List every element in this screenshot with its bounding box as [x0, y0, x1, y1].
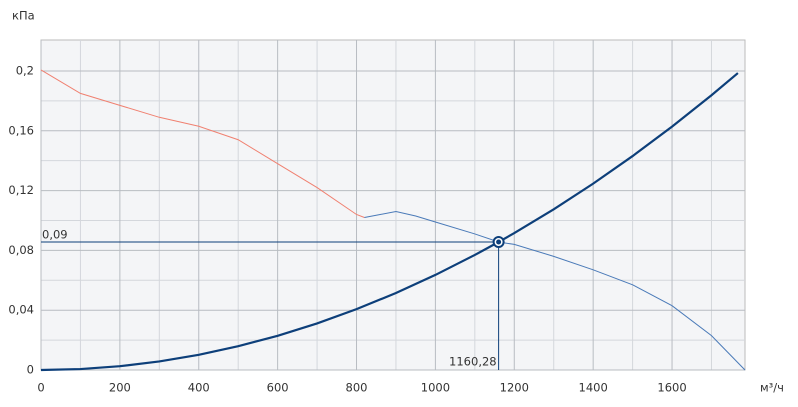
operating-x-label: 1160,28	[449, 355, 497, 369]
x-tick-label: 400	[188, 381, 210, 395]
x-axis-label: м³/ч	[760, 381, 784, 395]
curve	[40, 72, 739, 372]
y-tick-label: 0,04	[8, 303, 34, 317]
y-tick-label: 0,2	[16, 63, 34, 77]
operating-point-core	[496, 239, 502, 245]
curve	[40, 69, 365, 218]
y-axis-label: кПа	[12, 9, 35, 23]
y-tick-label: 0,16	[8, 123, 34, 137]
curve	[364, 210, 746, 371]
x-tick-label: 1400	[579, 381, 608, 395]
x-tick-label: 600	[267, 381, 289, 395]
x-tick-label: 200	[109, 381, 131, 395]
y-tick-label: 0,08	[8, 243, 34, 257]
x-tick-label: 1200	[500, 381, 529, 395]
x-tick-label: 0	[37, 381, 44, 395]
plot-area	[40, 39, 746, 371]
x-tick-label: 1600	[657, 381, 686, 395]
operating-y-label: 0,09	[42, 228, 68, 242]
x-tick-label: 1000	[421, 381, 450, 395]
y-tick-label: 0	[27, 363, 34, 377]
y-tick-label: 0,12	[8, 183, 34, 197]
x-tick-label: 800	[346, 381, 368, 395]
